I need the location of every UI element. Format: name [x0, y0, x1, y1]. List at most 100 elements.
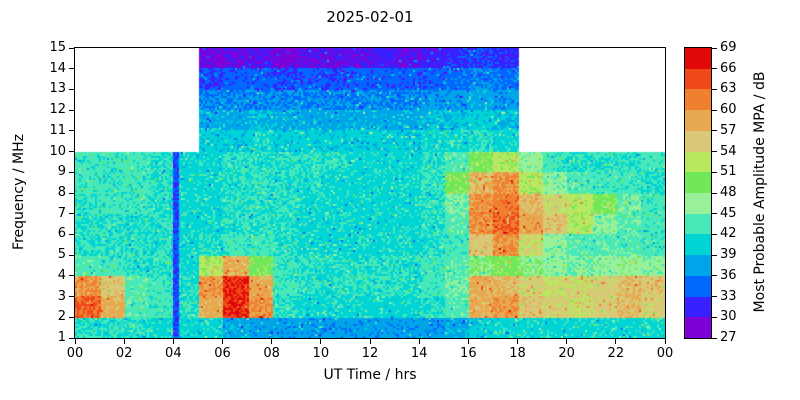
- y-tick-label: 9: [57, 164, 66, 180]
- y-tick-mark: [69, 316, 74, 318]
- colorbar-segment: [685, 151, 711, 173]
- y-tick-label: 8: [57, 185, 66, 200]
- y-tick-mark: [69, 275, 74, 277]
- x-tick-label: 18: [509, 346, 526, 361]
- x-tick-label: 08: [263, 346, 280, 361]
- colorbar-tick-mark: [712, 337, 717, 339]
- x-tick-label: 02: [115, 346, 133, 361]
- colorbar-segment: [685, 296, 711, 318]
- x-tick-mark: [271, 339, 273, 344]
- x-axis-label: UT Time / hrs: [323, 367, 417, 383]
- y-tick-mark: [69, 233, 74, 235]
- y-tick-mark: [69, 171, 74, 173]
- y-tick-label: 1: [57, 330, 66, 345]
- colorbar-tick-label: 57: [720, 122, 737, 138]
- colorbar-tick-mark: [712, 130, 717, 132]
- colorbar-tick-label: 63: [720, 81, 737, 97]
- x-tick-mark: [369, 339, 371, 344]
- y-tick-mark: [69, 109, 74, 111]
- x-tick-mark: [320, 339, 322, 344]
- colorbar-tick-label: 33: [720, 288, 737, 304]
- colorbar-tick-mark: [712, 68, 717, 70]
- y-tick-label: 4: [57, 267, 66, 283]
- colorbar-tick-mark: [712, 275, 717, 277]
- colorbar-segment: [685, 213, 711, 235]
- x-tick-label: 06: [214, 346, 231, 361]
- colorbar-tick-mark: [712, 213, 717, 215]
- colorbar-tick-mark: [712, 192, 717, 194]
- colorbar-tick-label: 30: [720, 309, 737, 325]
- colorbar-segment: [685, 255, 711, 276]
- x-tick-label: 14: [410, 346, 428, 361]
- y-tick-mark: [69, 213, 74, 215]
- x-tick-mark: [418, 339, 420, 344]
- x-tick-label: 10: [312, 346, 330, 361]
- colorbar-tick-mark: [712, 109, 717, 111]
- y-tick-mark: [69, 151, 74, 153]
- colorbar-segment: [685, 317, 711, 339]
- colorbar-segment: [685, 110, 711, 131]
- y-tick-mark: [69, 296, 74, 298]
- y-tick-mark: [69, 337, 74, 339]
- x-tick-mark: [467, 339, 469, 344]
- x-tick-mark: [123, 339, 125, 344]
- y-tick-mark: [69, 192, 74, 194]
- chart-title: 2025-02-01: [326, 8, 414, 26]
- colorbar-segment: [685, 172, 711, 194]
- colorbar-tick-mark: [712, 316, 717, 318]
- y-tick-label: 12: [49, 102, 66, 118]
- x-tick-mark: [664, 339, 666, 344]
- x-tick-label: 20: [558, 346, 575, 361]
- heatmap-canvas: [75, 48, 665, 338]
- colorbar-tick-label: 39: [720, 247, 737, 263]
- colorbar-segment: [685, 275, 711, 297]
- y-tick-label: 10: [49, 143, 66, 159]
- colorbar-tick-label: 54: [720, 143, 737, 159]
- colorbar-tick-mark: [712, 47, 717, 49]
- y-tick-label: 13: [49, 81, 66, 97]
- colorbar-tick-label: 66: [720, 60, 737, 76]
- colorbar-segment: [685, 68, 711, 90]
- colorbar-tick-label: 45: [720, 205, 737, 221]
- colorbar-segment: [685, 89, 711, 111]
- y-tick-mark: [69, 68, 74, 70]
- y-tick-label: 11: [49, 122, 66, 138]
- colorbar-tick-mark: [712, 171, 717, 173]
- x-tick-mark: [74, 339, 76, 344]
- y-tick-mark: [69, 88, 74, 90]
- colorbar-tick-mark: [712, 151, 717, 153]
- x-tick-mark: [222, 339, 223, 344]
- heatmap-plot-area: [74, 47, 666, 339]
- colorbar-tick-label: 51: [720, 164, 737, 180]
- x-tick-label: 04: [165, 346, 182, 361]
- y-tick-label: 7: [57, 205, 66, 221]
- y-tick-mark: [69, 130, 74, 132]
- colorbar-tick-mark: [712, 233, 717, 235]
- y-tick-mark: [69, 254, 74, 256]
- y-tick-label: 6: [57, 226, 66, 242]
- colorbar-tick-label: 60: [720, 102, 737, 118]
- colorbar-segment: [685, 48, 711, 69]
- colorbar-tick-label: 42: [720, 226, 737, 242]
- x-tick-mark: [566, 339, 568, 344]
- colorbar-segment: [685, 130, 711, 152]
- x-tick-label: 00: [66, 346, 84, 361]
- x-tick-mark: [615, 339, 617, 344]
- colorbar-label: Most Probable Amplitude MPA / dB: [752, 71, 768, 313]
- colorbar-tick-label: 27: [720, 330, 737, 345]
- colorbar: [684, 47, 712, 339]
- x-tick-label: 16: [460, 346, 477, 361]
- y-tick-label: 5: [57, 247, 66, 263]
- colorbar-tick-mark: [712, 88, 717, 90]
- x-tick-label: 12: [361, 346, 379, 361]
- colorbar-tick-mark: [712, 254, 717, 256]
- y-tick-label: 3: [57, 288, 66, 304]
- y-axis-label: Frequency / MHz: [11, 134, 27, 250]
- colorbar-tick-label: 69: [720, 40, 737, 55]
- colorbar-tick-mark: [712, 296, 717, 298]
- x-tick-mark: [517, 339, 518, 344]
- y-tick-label: 15: [49, 40, 66, 55]
- colorbar-segment: [685, 234, 711, 256]
- x-tick-label: 22: [607, 346, 625, 361]
